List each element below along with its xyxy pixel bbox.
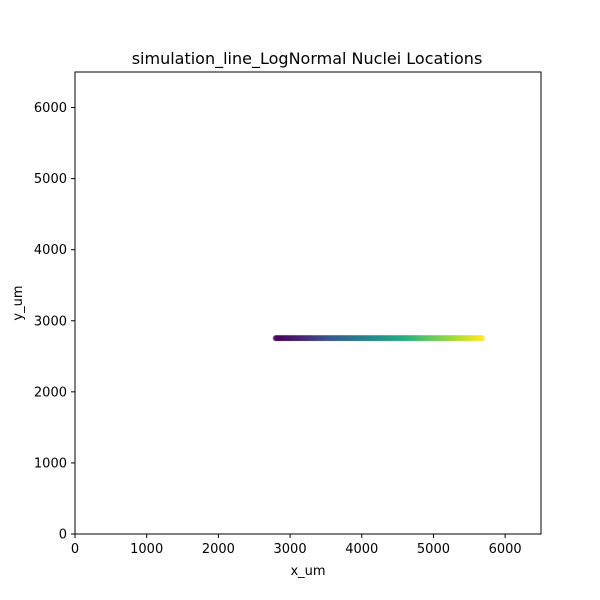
x-tick-label: 4000 [345,542,378,557]
data-point [479,335,486,342]
x-tick-label: 1000 [130,542,163,557]
y-tick-label: 1000 [34,456,67,471]
x-tick-label: 2000 [202,542,235,557]
y-tick-label: 3000 [34,314,67,329]
x-axis-label: x_um [290,564,325,579]
x-tick-label: 6000 [489,542,522,557]
y-tick-label: 2000 [34,385,67,400]
x-tick-label: 3000 [274,542,307,557]
y-axis: 0 1000 2000 3000 4000 5000 6000 [34,101,75,543]
y-axis-label: y_um [11,285,26,320]
y-tick-label: 5000 [34,172,67,187]
x-tick-label: 0 [71,542,79,557]
x-tick-label: 5000 [417,542,450,557]
y-tick-label: 0 [59,528,67,543]
y-tick-label: 6000 [34,101,67,116]
plot-frame [74,71,542,535]
chart-title: simulation_line_LogNormal Nuclei Locatio… [132,49,483,69]
points-layer [272,335,486,342]
y-tick-label: 4000 [34,243,67,258]
x-axis: 0 1000 2000 3000 4000 5000 6000 [71,534,522,557]
